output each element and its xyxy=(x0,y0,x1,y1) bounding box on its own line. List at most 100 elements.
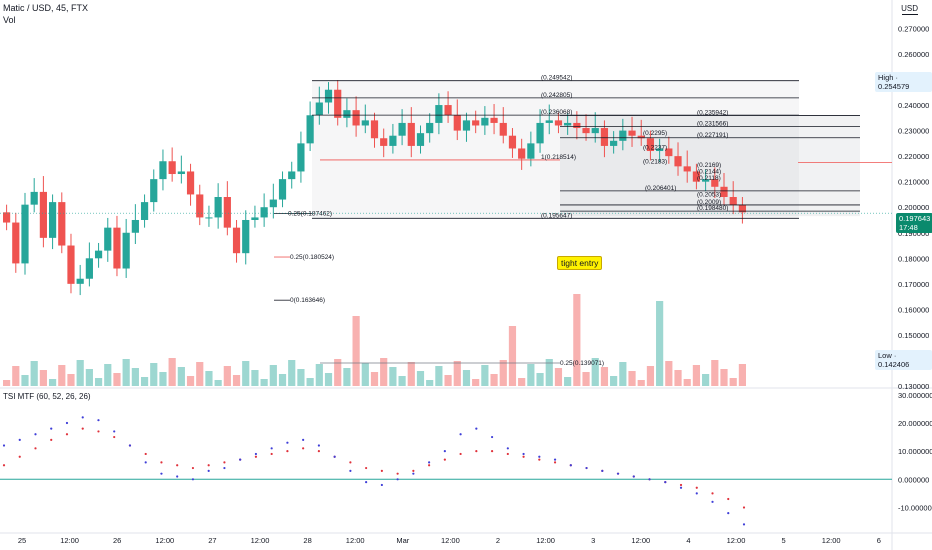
tsi-slow-point xyxy=(144,452,147,456)
candle xyxy=(508,135,517,149)
currency-label[interactable]: USD xyxy=(901,4,918,13)
price-tick-label: 0.170000 xyxy=(898,280,929,289)
tsi-slow-point xyxy=(506,452,509,456)
volume-bar xyxy=(398,376,406,386)
tsi-fast-point xyxy=(380,483,383,487)
candle-countdown: 17:48 xyxy=(899,223,918,232)
tsi-slow-point xyxy=(160,461,163,464)
candle xyxy=(232,227,241,254)
volume-bar xyxy=(564,377,572,386)
candle xyxy=(490,117,498,123)
candle xyxy=(426,122,434,134)
volume-bar xyxy=(600,367,609,386)
candle xyxy=(76,278,84,284)
volume-bar xyxy=(628,371,636,386)
volume-bar xyxy=(21,375,29,386)
tsi-fast-point xyxy=(286,441,289,444)
tsi-fast-point xyxy=(191,478,195,481)
tsi-fast-point xyxy=(506,447,509,450)
tsi-fast-point xyxy=(490,435,494,439)
candle xyxy=(140,202,149,220)
volume-bar xyxy=(48,379,57,386)
candle xyxy=(370,120,379,139)
fib-small-label: (0.2118) xyxy=(697,175,721,182)
candle xyxy=(656,148,664,152)
candle xyxy=(196,194,204,218)
tsi-slow-point xyxy=(286,450,289,453)
volume-bar xyxy=(646,366,655,386)
volume-bar xyxy=(242,361,250,386)
candle xyxy=(288,171,296,180)
tsi-fast-point xyxy=(81,416,84,419)
time-tick-label: Mar xyxy=(396,536,409,545)
candle xyxy=(150,179,158,203)
candle xyxy=(545,120,553,123)
volume-bar xyxy=(288,360,296,386)
indicator-label[interactable]: TSI MTF (60, 52, 26, 26) xyxy=(3,392,91,401)
volume-bar xyxy=(656,301,664,386)
fib-small-label: (0.2237) xyxy=(643,145,667,152)
candle xyxy=(352,110,360,126)
tsi-slow-point xyxy=(727,497,730,501)
tsi-fast-point xyxy=(333,455,336,458)
tsi-fast-point xyxy=(695,492,698,495)
candle xyxy=(177,171,185,175)
tsi-fast-point xyxy=(302,438,305,441)
tsi-fast-point xyxy=(223,466,226,470)
tsi-slow-point xyxy=(742,506,746,509)
volume-bar xyxy=(3,380,11,386)
tsi-fast-point xyxy=(176,475,179,478)
tsi-slow-point xyxy=(176,464,179,467)
axes: 0.2700000.2600000.2500000.2400000.230000… xyxy=(18,24,932,545)
time-tick-label: 12:00 xyxy=(536,536,555,545)
tight-entry-note[interactable]: tight entry xyxy=(557,256,603,270)
tsi-slow-point xyxy=(380,469,383,472)
price-tick-label: 0.210000 xyxy=(898,178,929,187)
volume-bar xyxy=(692,365,701,386)
volume-bar xyxy=(76,360,84,386)
price-tick-label: 0.180000 xyxy=(898,254,929,263)
volume-bar xyxy=(58,365,66,386)
price-tick-label: 0.200000 xyxy=(898,203,929,212)
tsi-fast-point xyxy=(679,486,683,489)
tsi-slow-point xyxy=(349,461,352,464)
fib-right-label: (0.2009) xyxy=(697,199,721,206)
candle xyxy=(324,89,333,103)
volume-bar xyxy=(297,369,305,386)
tsi-fast-point xyxy=(538,455,541,458)
candle xyxy=(48,202,57,238)
candle xyxy=(94,250,103,259)
volume-bar xyxy=(30,361,38,386)
volume-bar xyxy=(481,365,489,386)
candle xyxy=(334,89,342,118)
candle xyxy=(692,171,701,182)
fib-level-label: (0.236068) xyxy=(541,109,572,116)
tsi-fast-point xyxy=(34,433,37,436)
fib-right-label: (0.227191) xyxy=(697,132,728,139)
tsi-slow-point xyxy=(34,447,37,450)
price-tick-label: 0.230000 xyxy=(898,127,929,136)
tsi-slow-point xyxy=(254,455,258,458)
volume-bar xyxy=(518,378,526,386)
candle xyxy=(389,135,397,146)
tsi-slow-point xyxy=(538,458,541,461)
time-tick-label: 12:00 xyxy=(631,536,650,545)
tsi-fast-point xyxy=(711,500,714,503)
price-tick-label: 0.260000 xyxy=(898,50,929,59)
volume-bar xyxy=(94,378,103,386)
volume-bar xyxy=(12,366,20,386)
volume-bar xyxy=(306,378,314,386)
tsi-fast-point xyxy=(50,427,53,430)
osc-tick-label: 0.000000 xyxy=(898,475,929,484)
tsi-fast-point xyxy=(727,512,730,515)
tsi-fast-point xyxy=(396,478,399,481)
candle xyxy=(683,166,691,172)
tsi-fast-point xyxy=(254,452,258,456)
volume-bar xyxy=(407,362,415,386)
price-tick-label: 0.150000 xyxy=(898,331,929,340)
fib-small-label: (0.2144) xyxy=(697,168,721,175)
candle xyxy=(242,219,250,254)
candle xyxy=(214,197,222,218)
last-price-tag: 0.197643 17:48 xyxy=(896,213,932,233)
